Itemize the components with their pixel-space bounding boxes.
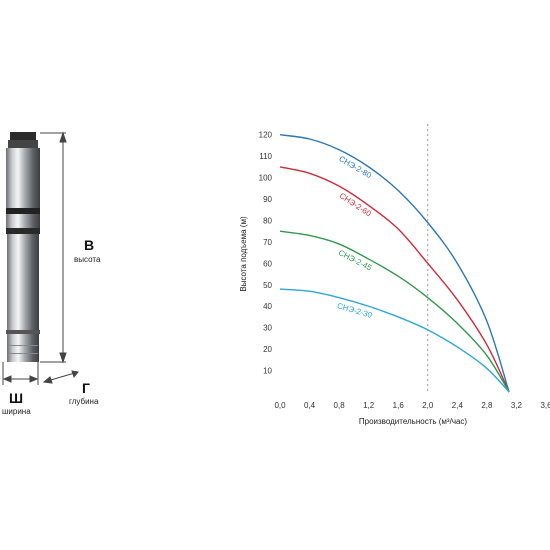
chart-y-ticks: 10 20 30 40 50 60 70 80 90 100 110 120 — [259, 131, 273, 376]
x-tick-label: 3,2 — [511, 401, 523, 410]
y-tick-label: 110 — [259, 152, 272, 161]
pump-figure: В высота Ш ширина Г глубина — [2, 131, 101, 416]
series-line-3 — [279, 230, 510, 393]
pump-body — [6, 132, 40, 362]
height-word: высота — [74, 255, 101, 264]
depth-dimension-line — [42, 370, 79, 384]
width-word: ширина — [2, 407, 31, 416]
series-line-2 — [279, 166, 510, 393]
y-tick-label: 80 — [263, 216, 272, 225]
y-tick-label: 50 — [263, 281, 272, 290]
height-letter: В — [84, 237, 94, 253]
y-tick-label: 30 — [263, 324, 272, 333]
x-axis-title: Производительность (м³/час) — [359, 417, 468, 426]
y-tick-label: 120 — [259, 131, 273, 140]
x-tick-label: 1,2 — [363, 401, 375, 410]
width-dimension-line — [2, 362, 39, 385]
x-tick-label: 3,6 — [540, 401, 550, 410]
y-tick-label: 100 — [259, 174, 273, 183]
y-tick-label: 60 — [263, 259, 272, 268]
x-tick-label: 1,6 — [393, 401, 405, 410]
x-tick-label: 2,4 — [452, 401, 464, 410]
y-tick-label: 40 — [263, 302, 272, 311]
series-line-1 — [279, 134, 510, 393]
x-tick-label: 2,0 — [422, 401, 434, 410]
depth-word: глубина — [69, 397, 99, 406]
y-tick-label: 70 — [263, 238, 272, 247]
y-axis-title: Высота подъема (м) — [239, 216, 248, 292]
width-letter: Ш — [9, 390, 23, 406]
x-tick-label: 0,4 — [304, 401, 316, 410]
y-tick-label: 20 — [263, 345, 272, 354]
height-dimension-line — [40, 131, 67, 364]
chart-series — [279, 134, 510, 393]
series-label-4: СНЭ-2-30 — [336, 301, 374, 320]
x-tick-label: 0,0 — [274, 401, 286, 410]
depth-letter: Г — [82, 380, 90, 396]
series-line-4 — [279, 288, 510, 393]
x-tick-label: 2,8 — [481, 401, 493, 410]
x-tick-label: 0,8 — [334, 401, 346, 410]
y-tick-label: 10 — [263, 367, 272, 376]
y-tick-label: 90 — [263, 195, 272, 204]
chart-x-ticks: 0,0 0,4 0,8 1,2 1,6 2,0 2,4 2,8 3,2 3,6 — [274, 401, 550, 410]
